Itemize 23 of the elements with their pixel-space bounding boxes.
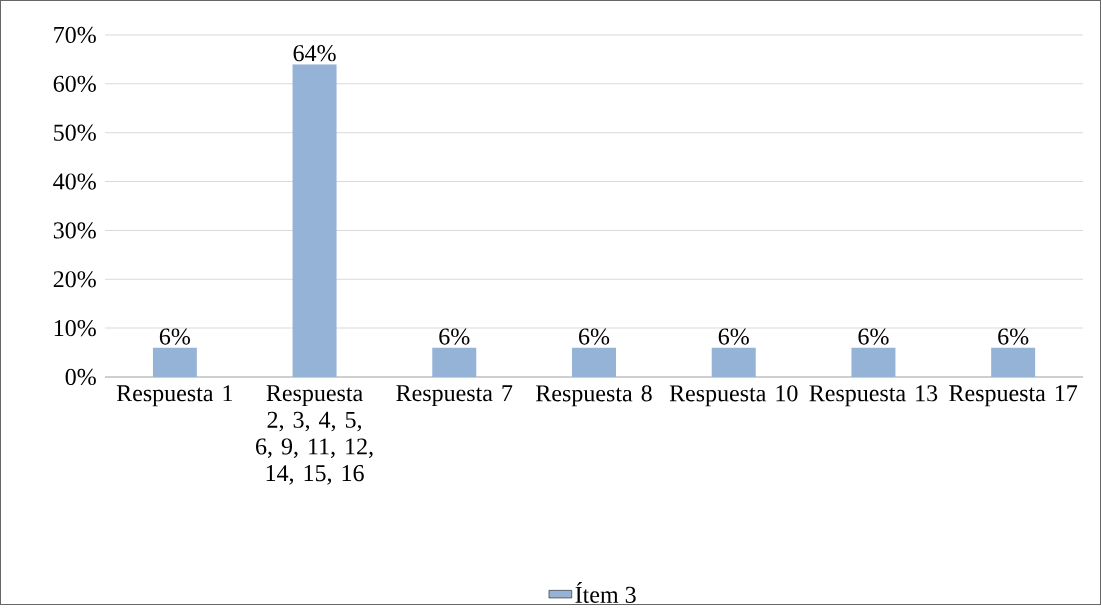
x-tick-label: Respuesta 1 [116,385,233,407]
data-label: 6% [718,328,749,345]
x-tick-label: Respuesta 10 [669,385,798,407]
y-tick-label: 30% [53,222,96,239]
x-tick-label: Respuesta 13 [809,385,938,407]
data-label: 6% [858,328,889,345]
y-tick-label: 40% [53,173,96,190]
data-label: 6% [579,328,610,345]
y-tick-label: 70% [54,27,96,44]
y-tick-label: 60% [53,75,96,93]
y-tick-label: 20% [53,271,96,288]
data-label: 6% [439,328,470,345]
y-tick-label: 50% [54,124,96,142]
x-tick-label: Respuesta 2, 3, 4, 5, 6, 9, 11, 12, 14, 15, 16 [256,385,373,485]
x-tick-label: Respuesta 7 [396,385,513,407]
y-tick-label: 10% [54,320,96,337]
x-tick-label: Respuesta 17 [949,385,1078,407]
data-label: 6% [998,328,1029,345]
data-label: 6% [159,328,191,345]
data-label: 64% [293,45,336,62]
y-tick-label: 0% [65,369,96,386]
x-tick-label: Respuesta 8 [536,385,652,407]
legend-label: Ítem 3 [575,582,636,604]
